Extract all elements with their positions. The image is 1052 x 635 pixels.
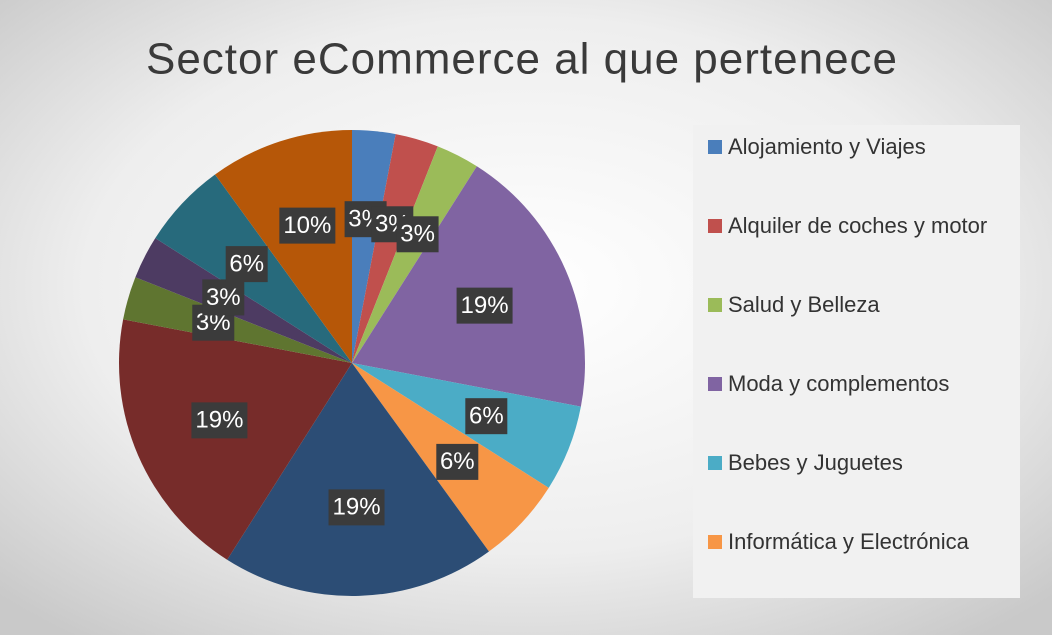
legend-label: Moda y complementos [728,371,949,396]
data-label-box [225,246,268,283]
pie-slice [215,130,352,363]
legend-label: Salud y Belleza [728,292,880,317]
legend-swatch [708,140,722,154]
data-label-box [436,443,479,480]
data-label: 19% [461,292,509,319]
legend-box [693,125,1020,598]
pie-slice [118,319,352,560]
pie-slice [352,166,585,407]
data-label: 19% [333,494,381,521]
legend-label: Informática y Electrónica [728,529,970,554]
data-label-box [191,402,248,439]
legend-swatch [708,535,722,549]
data-label: 3% [400,221,435,248]
legend-swatch [708,219,722,233]
data-label: 6% [229,250,264,277]
data-label: 6% [440,448,475,475]
data-label-box [465,398,508,435]
data-label: 6% [469,403,504,430]
data-label: 3% [206,284,241,311]
data-label-box [396,216,439,253]
legend-swatch [708,377,722,391]
pie-slice [352,134,438,363]
data-label-box [202,279,245,316]
data-label: 10% [283,212,331,239]
legend-label: Alojamiento y Viajes [728,134,926,159]
data-label: 19% [195,407,243,434]
legend-label: Alquiler de coches y motor [728,213,987,238]
pie-slice [123,277,352,363]
chart-title: Sector eCommerce al que pertenece [146,35,898,84]
data-label-box [456,287,513,324]
pie-slice [352,130,396,363]
legend-swatch [708,298,722,312]
pie-slice [352,146,477,363]
legend-swatch [708,456,722,470]
pie-slice [227,363,489,596]
data-label-box [328,489,385,526]
data-label-box [279,207,336,244]
legend-label: Bebes y Juguetes [728,450,903,475]
